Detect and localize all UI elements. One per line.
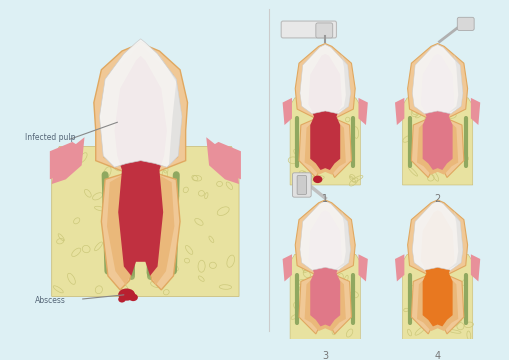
Polygon shape: [158, 54, 182, 166]
Text: 2: 2: [435, 194, 441, 204]
Polygon shape: [447, 210, 463, 270]
Polygon shape: [334, 210, 351, 270]
Polygon shape: [300, 201, 351, 270]
Polygon shape: [290, 98, 360, 185]
Polygon shape: [101, 45, 180, 285]
Polygon shape: [395, 254, 404, 282]
Polygon shape: [358, 98, 368, 125]
Polygon shape: [413, 203, 462, 331]
Polygon shape: [52, 147, 239, 296]
Polygon shape: [471, 98, 480, 125]
Text: Infected pulp: Infected pulp: [25, 133, 76, 142]
Ellipse shape: [118, 288, 135, 301]
Text: 1: 1: [322, 194, 328, 204]
FancyBboxPatch shape: [293, 173, 311, 197]
FancyBboxPatch shape: [297, 176, 306, 194]
FancyBboxPatch shape: [457, 17, 474, 31]
Polygon shape: [295, 200, 355, 334]
Ellipse shape: [313, 176, 322, 183]
Polygon shape: [408, 44, 468, 177]
Polygon shape: [403, 98, 473, 185]
FancyBboxPatch shape: [316, 23, 333, 38]
Polygon shape: [408, 200, 468, 334]
Polygon shape: [282, 98, 292, 125]
Text: 3: 3: [322, 351, 328, 360]
Polygon shape: [300, 45, 351, 114]
Polygon shape: [50, 142, 80, 179]
Polygon shape: [211, 142, 241, 179]
Polygon shape: [447, 54, 463, 114]
Polygon shape: [334, 54, 351, 114]
Polygon shape: [403, 254, 473, 341]
Polygon shape: [115, 56, 167, 276]
Polygon shape: [308, 54, 342, 170]
Text: Abscess: Abscess: [35, 296, 66, 305]
FancyBboxPatch shape: [281, 21, 336, 38]
Ellipse shape: [128, 294, 138, 301]
Polygon shape: [395, 98, 404, 125]
Polygon shape: [471, 254, 480, 282]
Polygon shape: [206, 137, 239, 184]
Polygon shape: [358, 254, 368, 282]
Polygon shape: [282, 254, 292, 282]
Polygon shape: [99, 39, 182, 167]
Polygon shape: [301, 46, 350, 175]
Polygon shape: [301, 203, 350, 331]
Polygon shape: [308, 210, 342, 327]
Polygon shape: [421, 54, 455, 170]
Polygon shape: [421, 210, 455, 327]
Polygon shape: [413, 46, 462, 175]
Polygon shape: [94, 42, 187, 290]
Text: 4: 4: [435, 351, 441, 360]
Polygon shape: [295, 44, 355, 177]
Polygon shape: [290, 254, 360, 341]
Polygon shape: [412, 201, 463, 270]
Polygon shape: [412, 45, 463, 114]
Polygon shape: [52, 137, 84, 184]
Ellipse shape: [118, 296, 126, 302]
